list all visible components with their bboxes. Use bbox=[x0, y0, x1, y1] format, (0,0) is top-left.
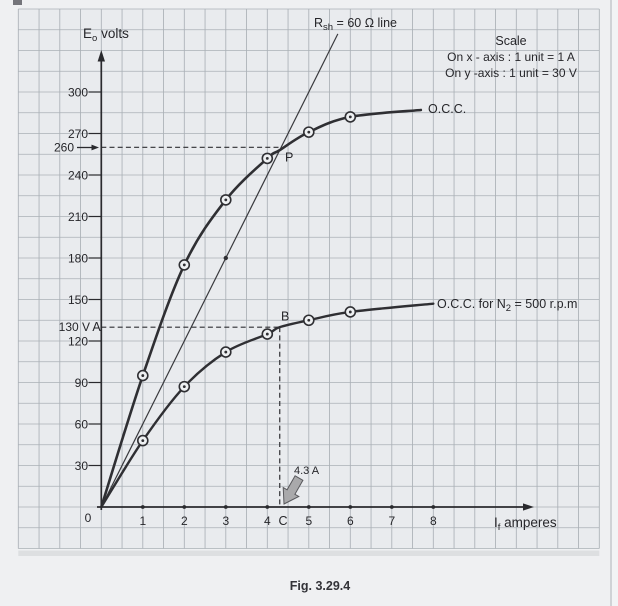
y-tick-label: 120 bbox=[68, 334, 88, 348]
y-axis-arrowhead-icon bbox=[97, 50, 105, 62]
rsh-60-ohm-line bbox=[100, 33, 339, 508]
x-tick-label: 3 bbox=[222, 514, 229, 528]
occ-label-main: O.C.C. bbox=[428, 102, 466, 116]
scale-note-x: On x - axis : 1 unit = 1 A bbox=[447, 50, 575, 64]
rsh-label-rest: = 60 Ω line bbox=[333, 16, 397, 30]
label-130v: 130 V bbox=[59, 320, 90, 334]
data-point-markers bbox=[137, 111, 357, 447]
scan-artifact-top-mark bbox=[13, 0, 22, 5]
data-point-center bbox=[348, 310, 352, 314]
point-c-label: C bbox=[278, 514, 287, 528]
x-tick bbox=[223, 505, 228, 509]
y-axis-title: Eo volts bbox=[83, 26, 129, 44]
rsh-label-sub: sh bbox=[323, 22, 333, 33]
rsh-line-point bbox=[223, 255, 228, 261]
y-tick-label: 150 bbox=[68, 293, 88, 307]
y-tick-label: 90 bbox=[75, 376, 89, 390]
data-point-center bbox=[265, 157, 269, 160]
origin-label: 0 bbox=[85, 511, 92, 525]
data-point-center bbox=[224, 198, 228, 202]
y-tick-label: 210 bbox=[68, 210, 88, 224]
data-point-center bbox=[182, 385, 186, 389]
scan-artifact-bottom-strip bbox=[18, 550, 600, 556]
x-tick-label: 1 bbox=[139, 514, 146, 528]
y-tick-label: 180 bbox=[68, 251, 88, 265]
x-title-main: I bbox=[494, 515, 498, 530]
scale-note-title: Scale bbox=[495, 34, 526, 48]
data-point-center bbox=[307, 130, 311, 134]
data-point-center bbox=[182, 263, 186, 267]
x-tick bbox=[306, 505, 311, 509]
x-tick-label: 2 bbox=[181, 514, 188, 528]
x-title-rest: amperes bbox=[500, 515, 557, 530]
rsh-line-label: Rsh = 60 Ω line bbox=[314, 16, 397, 33]
260-arrow-icon bbox=[91, 144, 99, 151]
y-title-main: E bbox=[83, 26, 92, 41]
scale-note-y: On y -axis : 1 unit = 30 V bbox=[445, 66, 577, 80]
axes bbox=[97, 50, 534, 511]
occ2-label-sub: 2 bbox=[506, 303, 511, 314]
axis-ticks: 30 60 90 120 150 180 210 240 270 300 1 2 3 4 5 6 7 8 bbox=[68, 85, 437, 528]
y-tick-label: 240 bbox=[68, 168, 88, 182]
data-point-center bbox=[348, 115, 352, 119]
figure-caption: Fig. 3.29.4 bbox=[290, 579, 350, 593]
x-tick-label: 5 bbox=[305, 514, 312, 528]
x-tick bbox=[348, 505, 353, 509]
x-tick-label: 4 bbox=[264, 514, 271, 528]
y-tick-label: 300 bbox=[68, 85, 88, 99]
x-tick-label: 6 bbox=[347, 514, 354, 528]
data-point-center bbox=[224, 350, 228, 354]
x-tick-label: 8 bbox=[430, 514, 437, 528]
point-b-label: B bbox=[281, 310, 289, 324]
data-point-center bbox=[141, 374, 145, 377]
x-tick bbox=[431, 505, 436, 509]
label-260: 260 bbox=[54, 141, 74, 155]
y-tick-label: 270 bbox=[68, 127, 88, 141]
x-tick-label: 7 bbox=[388, 514, 395, 528]
point-a-label: A bbox=[92, 320, 101, 334]
260-pointer bbox=[77, 144, 99, 151]
data-point-center bbox=[141, 439, 145, 442]
occ-500rpm-curve-label: O.C.C. for N2 = 500 r.p.m bbox=[437, 297, 577, 314]
occ-curve-label: O.C.C. bbox=[428, 102, 466, 116]
y-title-rest: volts bbox=[97, 26, 129, 41]
y-tick-label: 60 bbox=[75, 417, 89, 431]
scan-artifact-right-margin bbox=[612, 0, 618, 606]
occ2-label-main: O.C.C. for N bbox=[437, 297, 506, 311]
x-axis-arrowhead-icon bbox=[523, 503, 534, 511]
x-tick bbox=[389, 505, 394, 509]
construction-lines bbox=[101, 146, 281, 507]
data-point-center bbox=[265, 332, 269, 336]
y-tick-label: 30 bbox=[75, 459, 89, 473]
label-4-3a: 4.3 A bbox=[294, 465, 320, 477]
block-arrow-4-3a-icon bbox=[282, 475, 304, 505]
x-title-sub: f bbox=[498, 522, 501, 533]
occ2-label-rest: = 500 r.p.m bbox=[511, 297, 577, 311]
x-axis-title: If amperes bbox=[494, 515, 557, 533]
x-tick bbox=[265, 505, 270, 509]
point-p-label: P bbox=[285, 151, 293, 165]
data-point-center bbox=[307, 318, 311, 322]
y-title-sub: o bbox=[92, 33, 97, 44]
x-tick bbox=[140, 505, 145, 509]
rsh-label-main: R bbox=[314, 16, 323, 30]
x-tick bbox=[182, 505, 187, 509]
